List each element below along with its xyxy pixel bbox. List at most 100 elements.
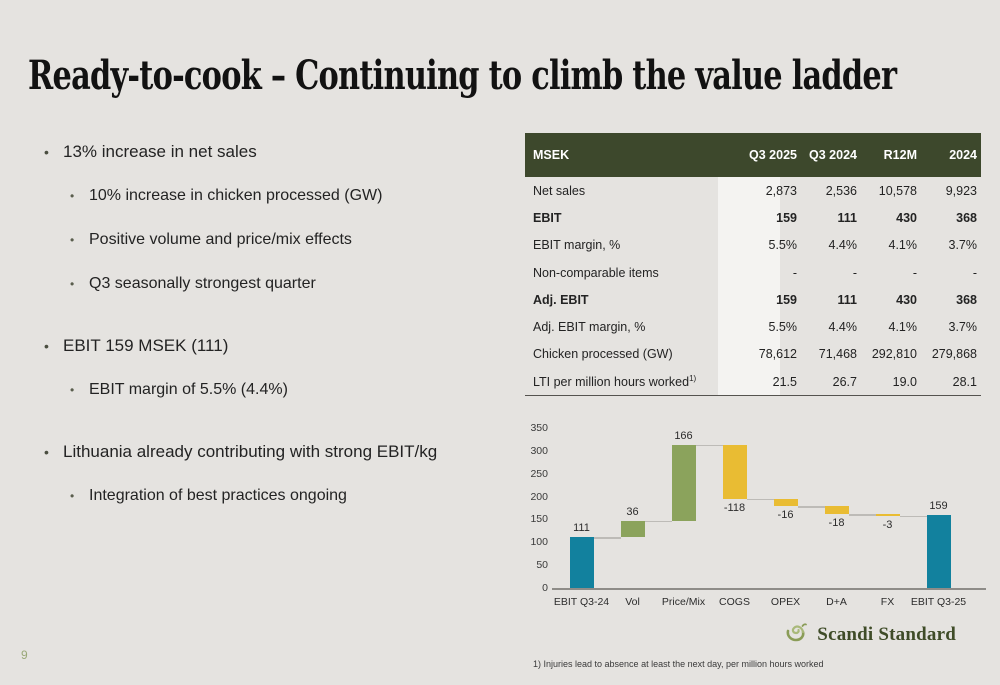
y-axis-tick-label: 250 [530,467,548,480]
table-header-cell: MSEK [533,148,570,162]
x-axis-line [552,588,986,590]
table-cell: 111 [837,210,857,225]
table-cell: 4.1% [888,238,918,253]
table-cell: 19.0 [892,374,917,389]
row-label: EBIT [533,210,562,225]
table-cell: 4.1% [888,320,918,335]
bullet-dot-icon: • [70,383,75,397]
bullet-item: • EBIT margin of 5.5% (4.4%) [70,380,514,400]
bullet-item: • 10% increase in chicken processed (GW) [70,186,514,206]
waterfall-connector-line [797,506,825,508]
table-row: Adj. EBIT 159 111 430 368 [525,286,981,313]
bullet-item: • 13% increase in net sales [44,142,514,162]
bullet-dot-icon: • [44,144,49,160]
table-cell: 4.4% [828,238,858,253]
table-cell: 3.7% [948,238,978,253]
table-body: Net sales 2,873 2,536 10,578 9,923 EBIT 159 111… [525,177,981,397]
x-axis-category-label: Vol [625,596,640,608]
waterfall-connector-line [899,515,927,518]
table-cell: 4.4% [828,320,858,335]
table-row: Non-comparable items - - - - [525,259,981,286]
table-cell: - [852,265,857,280]
y-axis-tick-label: 50 [536,559,548,572]
row-label: LTI per million hours worked1) [533,374,697,390]
bullet-text: EBIT 159 MSEK (111) [63,336,229,355]
table-cell: 279,868 [931,347,977,362]
x-axis-category-label: EBIT Q3-25 [910,596,967,608]
x-axis-category-label: COGS [719,596,750,608]
bar-value-label: 36 [626,505,639,518]
table-cell: 78,612 [758,347,797,362]
bar-value-label: -118 [723,501,746,514]
x-axis-category-label: FX [880,596,895,608]
page-number: 9 [21,648,28,662]
waterfall-connector-line [593,537,621,539]
bullet-item: • Positive volume and price/mix effects [70,230,514,250]
bar-value-label: -3 [882,518,893,531]
waterfall-bar [722,444,747,499]
y-axis-tick-label: 100 [530,536,548,549]
scandi-bird-icon [781,617,811,652]
table-cell: 368 [956,292,977,307]
highlight-column [718,177,780,396]
bar-value-label: -16 [777,509,794,522]
bullet-dot-icon: • [70,277,75,291]
table-header-cell: Q3 2025 [749,148,797,162]
table-cell: 430 [896,292,917,307]
table-cell: 9,923 [945,183,977,198]
page-title: Ready-to-cook – Continuing to climb the … [28,52,897,99]
bullet-list: • 13% increase in net sales • 10% increase … [44,142,514,530]
table-cell: 71,468 [818,347,857,362]
company-logo: Scandi Standard [781,617,956,652]
table-row: Chicken processed (GW) 78,612 71,468 292,81… [525,341,981,368]
ebit-waterfall-chart: 350 300 250 200 150 100 50 0 111 EBIT Q3-24 36 Vol 1… [528,418,990,610]
table-cell: 159 [776,210,797,225]
bullet-text: Q3 seasonally strongest quarter [89,275,316,292]
table-header-cell: Q3 2024 [809,148,857,162]
bullet-dot-icon: • [44,338,49,354]
waterfall-connector-line [695,444,723,447]
table-header-row: MSEK Q3 2025 Q3 2024 R12M 2024 [525,133,981,177]
bar-value-label: 111 [573,522,590,535]
bullet-text: Positive volume and price/mix effects [89,231,352,248]
bullet-text: Integration of best practices ongoing [89,487,347,504]
table-cell: 368 [956,210,977,225]
bullet-dot-icon: • [70,489,75,503]
financial-table: MSEK Q3 2025 Q3 2024 R12M 2024 Net sales 2,87… [525,133,981,397]
table-cell: 292,810 [871,347,917,362]
row-label: Net sales [533,183,586,198]
y-axis-tick-label: 200 [530,490,548,503]
table-row: Net sales 2,873 2,536 10,578 9,923 [525,177,981,204]
x-axis-category-label: OPEX [770,596,801,608]
bullet-text: 10% increase in chicken processed (GW) [89,187,383,204]
table-cell: 26.7 [832,374,857,389]
table-row: EBIT margin, % 5.5% 4.4% 4.1% 3.7% [525,232,981,259]
table-cell: 5.5% [768,238,798,253]
table-cell: 2,873 [765,183,797,198]
waterfall-connector-line [644,520,672,523]
bullet-item: • Lithuania already contributing with str… [44,442,514,462]
bar-value-label: 159 [929,500,948,513]
bullet-dot-icon: • [70,233,75,247]
table-cell: - [972,265,977,280]
table-header-cell: R12M [883,148,917,162]
table-row: Adj. EBIT margin, % 5.5% 4.4% 4.1% 3.7% [525,313,981,340]
table-cell: 21.5 [772,374,797,389]
bar-value-label: 166 [674,429,693,442]
table-cell: 159 [776,292,797,307]
table-cell: 111 [837,292,857,307]
x-axis-category-label: D+A [826,596,847,608]
table-cell: 3.7% [948,320,978,335]
bullet-dot-icon: • [44,444,49,460]
bullet-text: EBIT margin of 5.5% (4.4%) [89,381,288,398]
row-label: Adj. EBIT [533,292,589,307]
bullet-text: 13% increase in net sales [63,142,257,161]
x-axis-category-label: Price/Mix [661,596,706,608]
row-label: EBIT margin, % [533,238,621,253]
waterfall-bar [773,498,798,507]
waterfall-bar [824,506,849,515]
bullet-item: • EBIT 159 MSEK (111) [44,336,514,356]
table-cell: - [792,265,797,280]
waterfall-bar [569,537,594,588]
